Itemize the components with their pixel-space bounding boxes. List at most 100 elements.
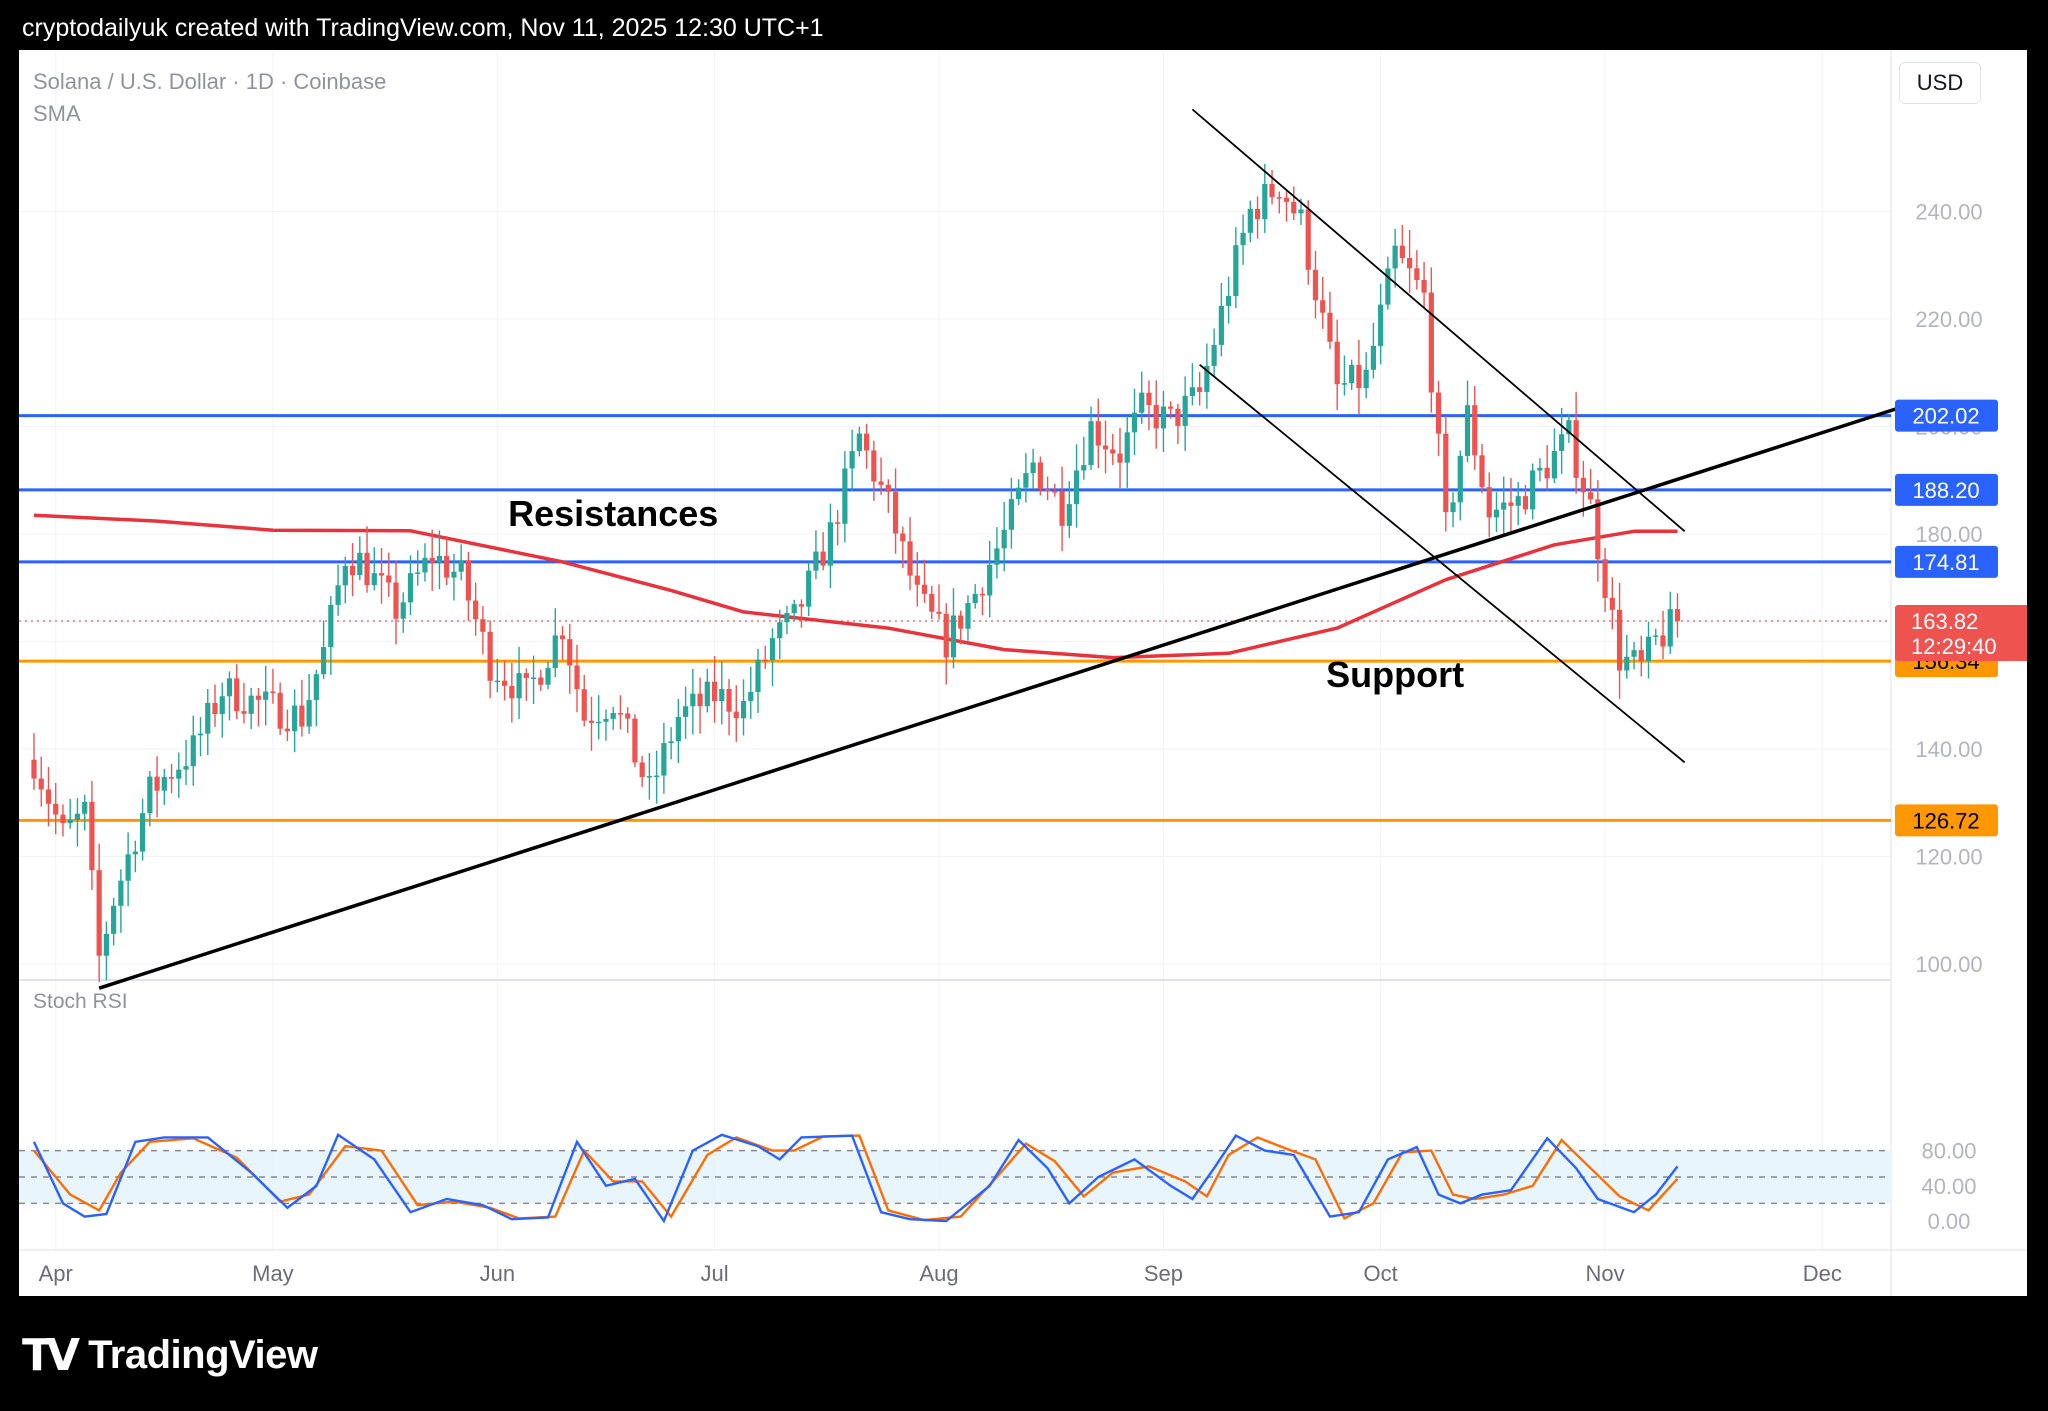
symbol-legend[interactable]: Solana / U.S. Dollar · 1D · Coinbase SMA [33, 66, 386, 130]
candle-body [864, 433, 870, 451]
candle-body [762, 659, 768, 662]
candle-body [1291, 201, 1297, 214]
candle-body [1660, 635, 1666, 647]
annotations: Resistances Support [508, 493, 1464, 695]
price-labels: 202.02188.20174.81156.34126.72163.8212:2… [1895, 399, 2027, 837]
candle-body [646, 776, 652, 778]
candle-body [1559, 434, 1565, 451]
candle-body [835, 522, 841, 524]
current-price-tag [1895, 604, 2027, 661]
candle-body [1551, 450, 1557, 479]
candle-body [1001, 529, 1007, 549]
stoch-rsi-k-line [32, 1132, 1679, 1224]
candle-body [1168, 406, 1174, 409]
candle-body [748, 692, 754, 701]
candle-body [567, 639, 573, 666]
stoch-rsi-title[interactable]: Stoch RSI [33, 990, 128, 1013]
candle-body [1428, 292, 1434, 393]
channel-trendline [1191, 108, 1686, 532]
tradingview-wordmark: TradingView [88, 1333, 318, 1377]
candle-body [444, 555, 450, 578]
candle-body [1124, 432, 1130, 463]
candle-body [936, 611, 942, 614]
candle-body [502, 680, 508, 686]
candle-body [1602, 559, 1608, 598]
candle-body [726, 688, 732, 712]
candle-body [1197, 387, 1203, 392]
candle-body [415, 572, 421, 574]
candle-body [212, 702, 218, 715]
candle-body [791, 604, 797, 613]
indicator-name[interactable]: SMA [33, 101, 81, 126]
candle-body [1066, 504, 1072, 526]
time-tick-label: Dec [1803, 1261, 1842, 1286]
currency-button[interactable]: USD [1899, 62, 1981, 104]
candle-body [161, 777, 167, 791]
candle-body [284, 728, 290, 732]
candle-body [1363, 369, 1369, 389]
candle-body [1045, 489, 1051, 492]
candle-body [900, 533, 906, 542]
price-tick-label: 120.00 [1915, 845, 1982, 870]
candle-body [154, 776, 160, 791]
candle-body [1023, 473, 1029, 488]
candle-body [842, 468, 848, 524]
level-price-label: 126.72 [1912, 808, 1979, 833]
candle-body [335, 585, 341, 605]
price-tick-label: 100.00 [1915, 952, 1982, 977]
time-tick-label: Sep [1144, 1261, 1183, 1286]
candle-body [263, 691, 269, 700]
candle-body [690, 693, 696, 707]
time-tick-label: Nov [1586, 1261, 1625, 1286]
candle-body [1588, 492, 1594, 500]
time-tick-label: Aug [919, 1261, 958, 1286]
candle-body [1059, 491, 1065, 526]
candle-body [1037, 462, 1043, 490]
candle-body [683, 706, 689, 717]
candle-body [733, 711, 739, 719]
candle-body [465, 560, 471, 601]
candle-body [205, 702, 211, 734]
candle-body [1631, 650, 1637, 657]
candle-body [1493, 509, 1500, 518]
candle-body [255, 695, 262, 700]
candle-body [371, 573, 377, 586]
candle-body [914, 575, 920, 585]
symbol-title[interactable]: Solana / U.S. Dollar · 1D · Coinbase [33, 69, 387, 94]
candle-body [639, 762, 645, 777]
candle-body [921, 584, 928, 594]
candle-body [111, 905, 117, 934]
candle-body [248, 695, 254, 714]
candle-body [1522, 496, 1529, 510]
candle-body [436, 555, 443, 563]
candle-body [654, 775, 660, 778]
candle-body [820, 551, 826, 566]
candle-body [393, 582, 399, 619]
candle-body [1479, 455, 1485, 488]
candle-body [1030, 462, 1036, 474]
candle-body [487, 631, 493, 681]
candle-body [509, 685, 515, 699]
candle-body [1052, 491, 1058, 493]
candle-body [292, 705, 298, 732]
annotation-resistances: Resistances [508, 493, 718, 534]
price-tick-label: 140.00 [1915, 737, 1982, 762]
level-price-tag [1895, 804, 1998, 837]
candle-body [1407, 258, 1413, 269]
candle-body [1508, 502, 1514, 506]
candle-body [625, 713, 631, 719]
candle-body [617, 713, 624, 715]
candle-body [943, 613, 949, 658]
candle-body [1435, 392, 1442, 434]
candle-body [1298, 209, 1304, 214]
candle-body [1341, 383, 1348, 385]
candle-body [140, 813, 146, 852]
candle-body [357, 552, 363, 576]
candle-body [226, 678, 233, 697]
candle-body [1399, 245, 1405, 259]
candle-body [1573, 420, 1579, 478]
candle-body [1370, 345, 1376, 370]
candle-body [1182, 395, 1188, 426]
candle-body [197, 733, 204, 736]
